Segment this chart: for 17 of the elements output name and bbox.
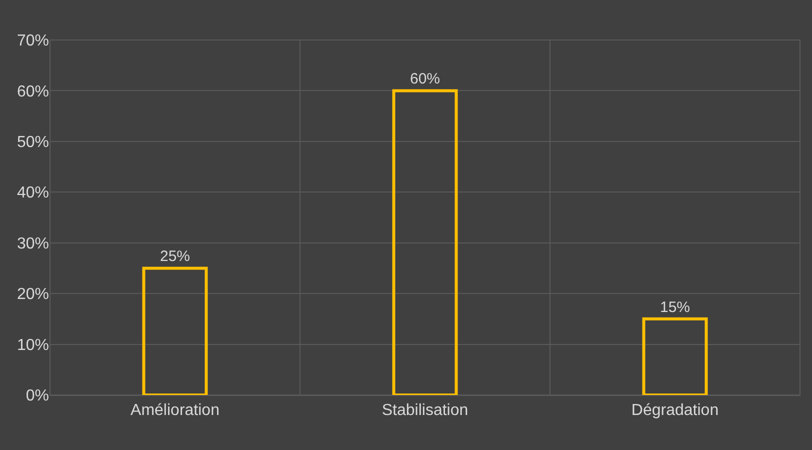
y-tick-label: 70% (16, 32, 49, 50)
y-tick-label: 50% (16, 134, 49, 152)
data-label: 60% (410, 70, 440, 88)
y-tick-label: 60% (16, 83, 49, 100)
bar (142, 266, 208, 395)
y-tick-label: 0% (26, 388, 49, 405)
data-label: 25% (160, 248, 190, 266)
bar (642, 317, 708, 395)
x-tick-label: Amélioration (130, 402, 220, 420)
y-tick-label: 30% (16, 235, 49, 252)
y-tick-label: 20% (16, 286, 49, 304)
bar (392, 89, 458, 395)
y-tick-label: 10% (16, 336, 49, 354)
x-tick-label: Dégradation (631, 402, 719, 420)
x-tick-label: Stabilisation (382, 402, 468, 420)
y-tick-label: 40% (16, 184, 49, 202)
data-label: 15% (660, 298, 690, 316)
